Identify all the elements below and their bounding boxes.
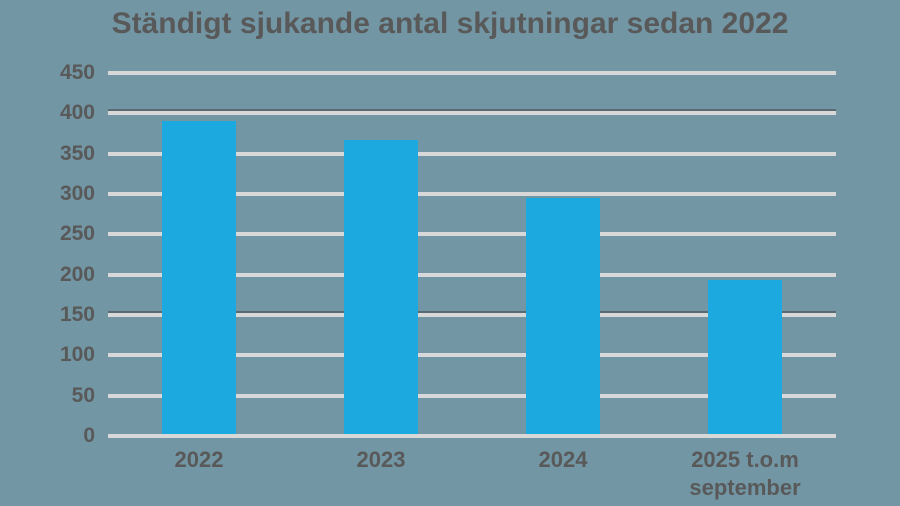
bar-2023: [344, 139, 418, 436]
y-tick-label: 250: [59, 222, 95, 246]
gridline-dark-edge: [108, 109, 836, 112]
bar-2025 t.o.m september: [708, 280, 782, 436]
plot-area: [108, 71, 836, 438]
y-tick-label: 150: [59, 303, 95, 326]
gridline: [108, 272, 836, 277]
gridline-dark-edge: [108, 311, 836, 313]
gridline: [108, 353, 836, 358]
gridline: [108, 151, 836, 156]
gridline: [108, 232, 836, 237]
y-tick-label: 50: [71, 383, 95, 407]
y-tick-label: 400: [59, 101, 95, 125]
x-tick-label: 2025 t.o.m september: [689, 447, 801, 500]
bar-2024: [526, 198, 600, 436]
y-tick-label: 100: [59, 343, 95, 367]
x-tick-label: 2024: [538, 447, 588, 472]
gridline: [108, 71, 836, 75]
gridline: [108, 111, 836, 116]
y-tick-label: 350: [59, 141, 95, 165]
gridline: [108, 192, 836, 196]
y-tick-label: 450: [59, 61, 95, 84]
y-tick-label: 200: [59, 262, 95, 286]
gridline: [108, 313, 836, 317]
x-tick-label: 2022: [174, 447, 224, 472]
bar-2022: [162, 121, 236, 436]
y-tick-label: 0: [83, 424, 95, 447]
x-axis-baseline: [108, 434, 836, 438]
chart-title: Ständigt sjukande antal skjutningar seda…: [111, 7, 789, 40]
x-tick-label: 2023: [356, 447, 406, 472]
y-tick-label: 300: [59, 182, 95, 205]
gridline: [108, 393, 836, 398]
